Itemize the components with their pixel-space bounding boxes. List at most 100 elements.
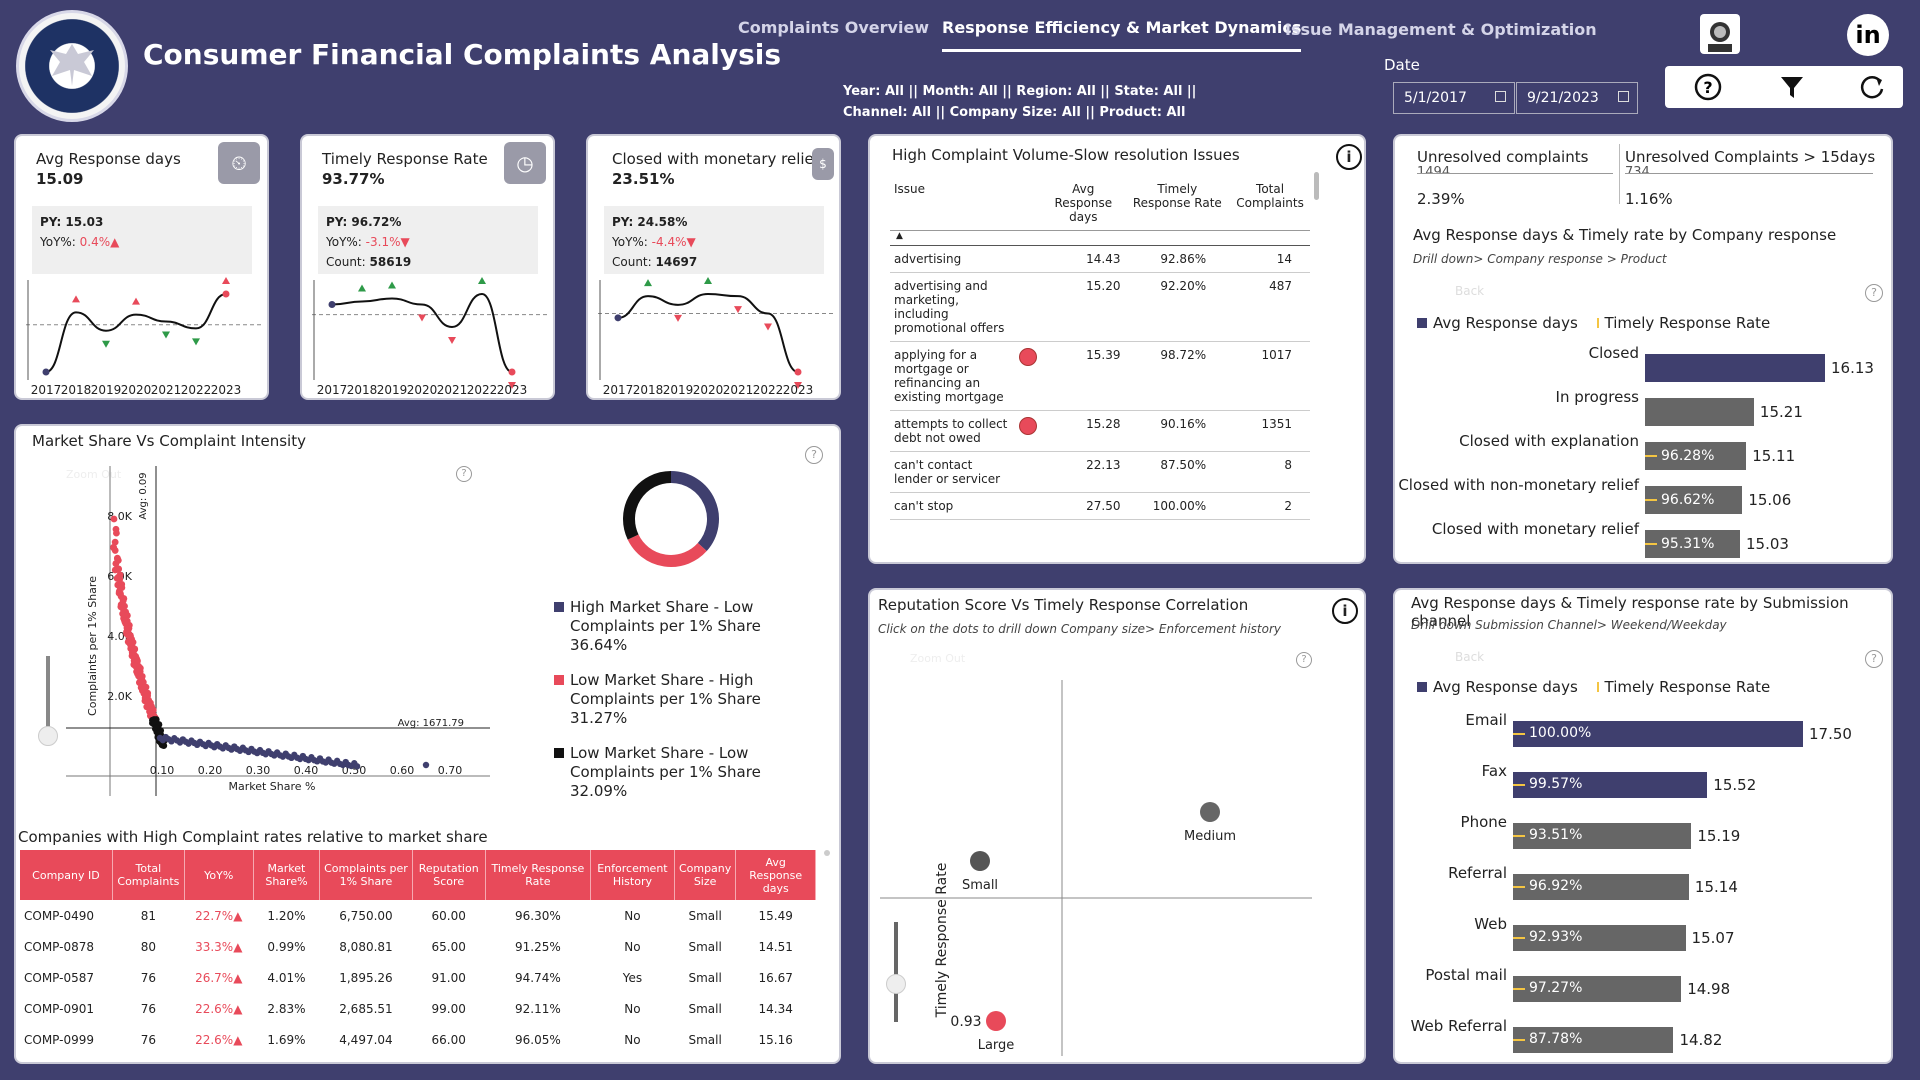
trend-point[interactable] [508, 368, 516, 376]
days-bar[interactable]: 99.57% [1513, 771, 1708, 798]
question-icon[interactable]: ? [1296, 652, 1312, 668]
col-avg-days[interactable]: Avg Response days [1054, 182, 1113, 224]
calendar-icon[interactable] [1618, 91, 1629, 102]
bar-row[interactable]: Fax 99.57% 15.52 [1395, 759, 1895, 810]
zoom-out-button[interactable]: Zoom Out [910, 652, 966, 665]
column-header[interactable]: Enforcement History [590, 850, 675, 900]
company-size-point[interactable] [1200, 802, 1220, 822]
col-issue[interactable]: Issue [894, 182, 926, 196]
column-header[interactable]: Company ID [20, 850, 113, 900]
col-total[interactable]: Total Complaints [1236, 182, 1304, 210]
sort-icon[interactable]: ▲ [890, 230, 1310, 246]
zoom-slider-handle[interactable] [886, 974, 906, 994]
donut-legend-item[interactable]: Low Market Share - High Complaints per 1… [554, 671, 824, 728]
scatter-point[interactable] [119, 595, 127, 603]
table-row[interactable]: applying for a mortgage or refinancing a… [890, 341, 1310, 411]
table-row[interactable]: COMP-0901 76 22.6%▲ 2.83% 2,685.51 99.00 92.11… [20, 993, 816, 1024]
question-icon[interactable]: ? [456, 466, 472, 482]
donut-legend-item[interactable]: High Market Share - Low Complaints per 1… [554, 598, 824, 655]
tab-complaints-overview[interactable]: Complaints Overview [738, 18, 930, 37]
question-icon[interactable]: ? [1693, 72, 1723, 102]
bar-row[interactable]: Web 92.93% 15.07 [1395, 912, 1895, 963]
scatter-point[interactable] [159, 741, 166, 749]
table-row[interactable]: attempts to collect debt not owed 15.28 90… [890, 410, 1310, 452]
days-bar[interactable]: 87.78% [1513, 1026, 1674, 1053]
column-header[interactable]: Complaints per 1% Share [319, 850, 413, 900]
bar-row[interactable]: Web Referral 87.78% 14.82 [1395, 1014, 1895, 1065]
refresh-icon[interactable] [1857, 72, 1887, 102]
bar-row[interactable]: Email 100.00% 17.50 [1395, 708, 1895, 759]
days-bar[interactable]: 92.93% [1513, 924, 1686, 951]
table-row[interactable]: can't contact lender or servicer 22.13 87.… [890, 451, 1310, 493]
question-icon[interactable]: ? [805, 446, 823, 464]
scatter-point[interactable] [353, 763, 361, 770]
bar-row[interactable]: In progress 15.21 [1395, 388, 1895, 434]
tab-response-efficiency[interactable]: Response Efficiency & Market Dynamics [942, 18, 1302, 52]
zoom-slider-handle[interactable] [38, 726, 58, 746]
info-icon[interactable]: i [1336, 144, 1362, 170]
days-bar[interactable]: 95.31% [1645, 530, 1741, 558]
donut-slice[interactable] [623, 471, 672, 540]
tab-issue-management[interactable]: Issue Management & Optimization [1285, 20, 1597, 39]
scatter-point[interactable] [111, 538, 119, 546]
scatter-point[interactable] [112, 560, 120, 567]
table-row[interactable]: COMP-0999 76 22.6%▲ 1.69% 4,497.04 66.00 96.05… [20, 1024, 816, 1055]
column-header[interactable]: Reputation Score [412, 850, 486, 900]
zoom-slider-track[interactable] [46, 656, 50, 736]
bar-row[interactable]: Closed with non-monetary relief 96.62% 15.… [1395, 476, 1895, 522]
days-bar[interactable]: 96.92% [1513, 873, 1689, 900]
scatter-point[interactable] [124, 626, 132, 634]
zoom-out-button[interactable]: Zoom Out [66, 468, 122, 481]
column-header[interactable]: Market Share% [253, 850, 321, 900]
question-icon[interactable]: ? [1865, 650, 1883, 668]
column-header[interactable]: Avg Response days [735, 850, 816, 900]
days-bar[interactable] [1645, 354, 1825, 382]
column-header[interactable]: Company Size [674, 850, 737, 900]
days-bar[interactable]: 93.51% [1513, 822, 1692, 849]
scatter-point[interactable] [115, 565, 123, 573]
profile-avatar-icon[interactable] [1700, 14, 1740, 54]
filter-icon[interactable] [1777, 72, 1807, 102]
scatter-point[interactable] [113, 529, 120, 537]
table-row[interactable]: COMP-0587 76 26.7%▲ 4.01% 1,895.26 91.00 94.74… [20, 962, 816, 993]
trend-point[interactable] [614, 314, 622, 322]
question-icon[interactable]: ? [1865, 284, 1883, 302]
days-bar[interactable]: 96.62% [1645, 486, 1743, 514]
column-header[interactable]: Total Complaints [112, 850, 185, 900]
reputation-scatter-chart[interactable]: Timely Response Rate0.9375.0075.5076.007… [876, 670, 1316, 1060]
days-bar[interactable]: 97.27% [1513, 975, 1682, 1002]
scatter-point[interactable] [123, 612, 131, 619]
col-timely-rate[interactable]: Timely Response Rate [1132, 182, 1222, 210]
table-row[interactable]: COMP-0490 81 22.7%▲ 1.20% 6,750.00 60.00 96.30… [20, 900, 816, 931]
donut-slice[interactable] [670, 471, 719, 552]
date-from-input[interactable]: 5/1/2017 [1393, 82, 1515, 114]
date-to-input[interactable]: 9/21/2023 [1516, 82, 1638, 114]
column-header[interactable]: YoY% [184, 850, 254, 900]
bar-row[interactable]: Closed with monetary relief 95.31% 15.03 [1395, 520, 1895, 566]
scatter-point[interactable] [111, 547, 119, 554]
company-size-point[interactable] [970, 851, 990, 871]
bar-row[interactable]: Referral 96.92% 15.14 [1395, 861, 1895, 912]
back-button[interactable]: Back [1455, 650, 1485, 664]
table-row[interactable]: advertising and marketing, including pro… [890, 272, 1310, 342]
table-scrollbar[interactable] [824, 850, 830, 856]
calendar-icon[interactable] [1495, 91, 1506, 102]
donut-legend-item[interactable]: Low Market Share - Low Complaints per 1%… [554, 744, 824, 801]
scatter-point[interactable] [422, 761, 430, 769]
table-row[interactable]: COMP-0878 80 33.3%▲ 0.99% 8,080.81 65.00 91.25… [20, 931, 816, 962]
linkedin-icon[interactable]: in [1847, 14, 1889, 56]
back-button[interactable]: Back [1455, 284, 1485, 298]
column-header[interactable]: Timely Response Rate [485, 850, 592, 900]
scatter-point[interactable] [110, 515, 118, 523]
trend-point[interactable] [794, 368, 802, 376]
table-scrollbar[interactable] [1314, 172, 1319, 200]
info-icon[interactable]: i [1332, 598, 1358, 624]
trend-point[interactable] [328, 301, 336, 308]
table-row[interactable]: advertising 14.43 92.86% 14 [890, 245, 1310, 273]
scatter-point[interactable] [113, 574, 121, 582]
table-row[interactable]: can't stop 27.50 100.00% 2 [890, 492, 1310, 520]
bar-row[interactable]: Postal mail 97.27% 14.98 [1395, 963, 1895, 1014]
segment-donut-chart[interactable] [616, 464, 726, 574]
days-bar[interactable]: 96.28% [1645, 442, 1747, 470]
